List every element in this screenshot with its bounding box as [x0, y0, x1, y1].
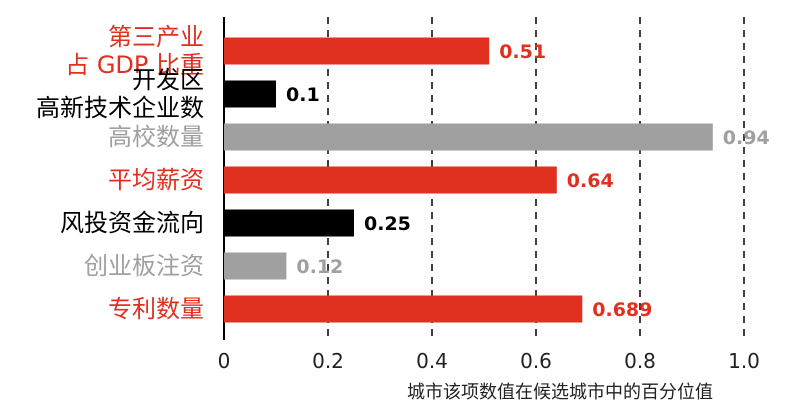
category-label: 第三产业: [108, 23, 204, 51]
category-label: 平均薪资: [108, 166, 204, 194]
category-label: 专利数量: [108, 295, 204, 323]
value-label: 0.1: [286, 84, 320, 106]
category-label: 开发区: [132, 66, 204, 94]
x-tick-label: 1.0: [728, 349, 760, 373]
value-label: 0.64: [567, 170, 614, 192]
bar: [224, 123, 713, 151]
x-tick-label: 0.8: [624, 349, 656, 373]
bar: [224, 295, 583, 323]
x-tick-labels: 0 0.2 0.4 0.6 0.8 1.0: [218, 349, 760, 373]
category-label: 高校数量: [108, 123, 204, 151]
value-label: 0.94: [723, 127, 770, 149]
value-label: 0.12: [296, 256, 343, 278]
bar: [224, 252, 287, 280]
value-label: 0.25: [364, 213, 411, 235]
x-axis-label: 城市该项数值在候选城市中的百分位值: [407, 382, 713, 403]
category-label: 占 GDP 比重: [65, 51, 204, 79]
x-tick-label: 0.4: [416, 349, 448, 373]
x-tick-label: 0.2: [312, 349, 344, 373]
value-label: 0.689: [592, 299, 652, 321]
x-tick-label: 0: [218, 349, 231, 373]
category-label: 高新技术企业数: [36, 94, 204, 122]
category-label: 风投资金流向: [60, 209, 204, 237]
value-labels: 0.51 0.1 0.94 0.64 0.25 0.12 0.689: [286, 41, 770, 321]
bars-group: [224, 37, 713, 323]
category-label: 创业板注资: [84, 252, 204, 280]
bar: [224, 209, 354, 237]
bar: [224, 80, 276, 108]
bar: [224, 37, 490, 65]
value-label: 0.51: [499, 41, 546, 63]
x-tick-label: 0.6: [520, 349, 552, 373]
bar: [224, 166, 557, 194]
